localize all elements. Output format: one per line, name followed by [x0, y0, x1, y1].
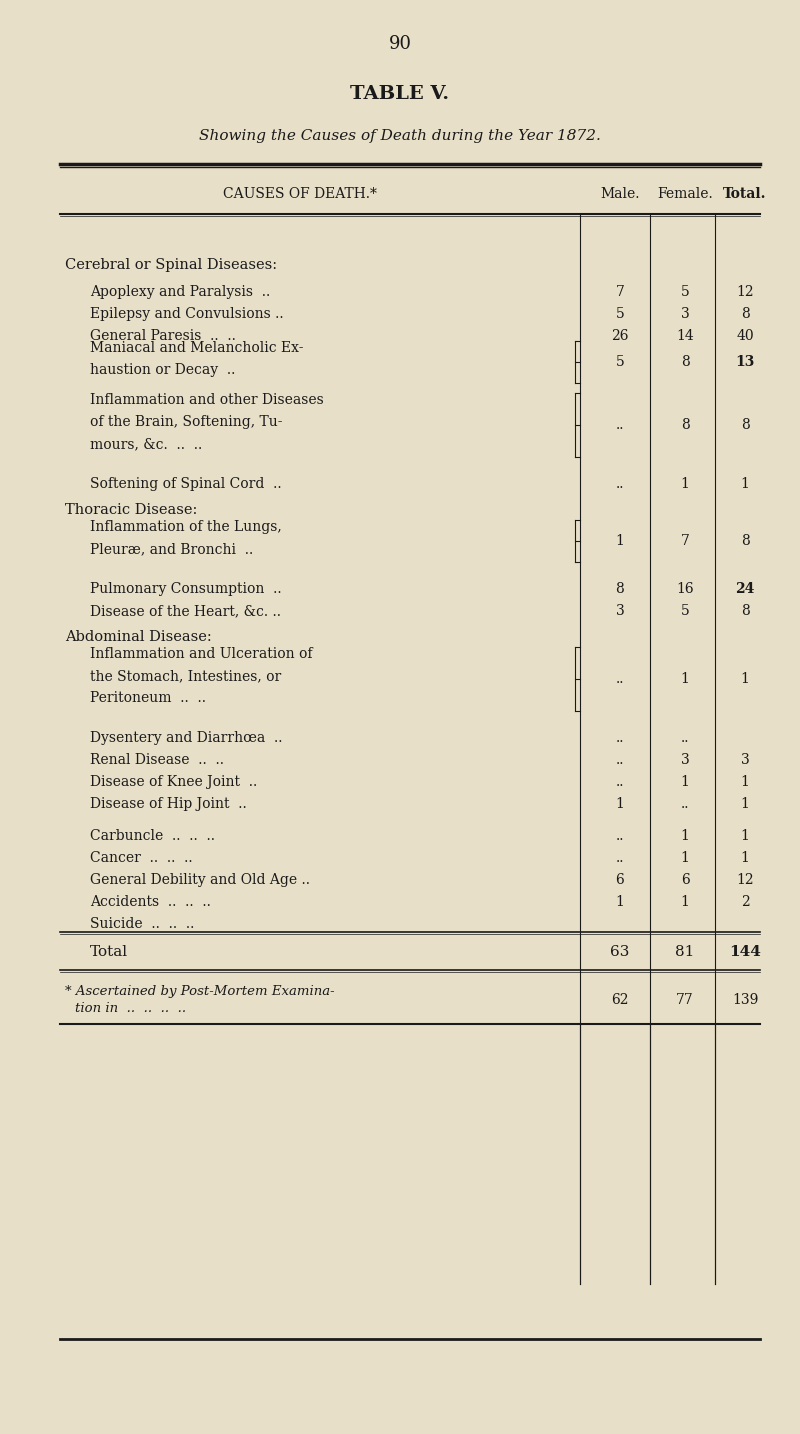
Text: 1: 1: [615, 797, 625, 812]
Text: Thoracic Disease:: Thoracic Disease:: [65, 503, 198, 518]
Text: Softening of Spinal Cord  ..: Softening of Spinal Cord ..: [90, 478, 282, 490]
Text: 8: 8: [616, 582, 624, 597]
Text: General Paresis  ..  ..: General Paresis .. ..: [90, 328, 236, 343]
Text: 1: 1: [681, 829, 690, 843]
Text: Pulmonary Consumption  ..: Pulmonary Consumption ..: [90, 582, 282, 597]
Text: 26: 26: [611, 328, 629, 343]
Text: 6: 6: [681, 873, 690, 888]
Text: Inflammation and Ulceration of: Inflammation and Ulceration of: [90, 647, 313, 661]
Text: Renal Disease  ..  ..: Renal Disease .. ..: [90, 753, 224, 767]
Text: 77: 77: [676, 994, 694, 1008]
Text: Peritoneum  ..  ..: Peritoneum .. ..: [90, 691, 206, 706]
Text: 1: 1: [741, 774, 750, 789]
Text: 7: 7: [681, 533, 690, 548]
Text: CAUSES OF DEATH.*: CAUSES OF DEATH.*: [223, 186, 377, 201]
Text: 81: 81: [675, 945, 694, 959]
Text: Epilepsy and Convulsions ..: Epilepsy and Convulsions ..: [90, 307, 284, 321]
Text: 3: 3: [681, 307, 690, 321]
Text: 6: 6: [616, 873, 624, 888]
Text: 5: 5: [681, 285, 690, 300]
Text: 1: 1: [615, 533, 625, 548]
Text: Accidents  ..  ..  ..: Accidents .. .. ..: [90, 895, 211, 909]
Text: 1: 1: [681, 850, 690, 865]
Text: 8: 8: [741, 604, 750, 618]
Text: ..: ..: [616, 850, 624, 865]
Text: 1: 1: [741, 673, 750, 685]
Text: Abdominal Disease:: Abdominal Disease:: [65, 630, 212, 644]
Text: 8: 8: [741, 417, 750, 432]
Text: 13: 13: [735, 356, 754, 369]
Text: 1: 1: [615, 895, 625, 909]
Text: ..: ..: [681, 797, 690, 812]
Text: 5: 5: [681, 604, 690, 618]
Text: Total: Total: [90, 945, 128, 959]
Text: ..: ..: [616, 417, 624, 432]
Text: Pleuræ, and Bronchi  ..: Pleuræ, and Bronchi ..: [90, 542, 254, 556]
Text: Disease of Hip Joint  ..: Disease of Hip Joint ..: [90, 797, 246, 812]
Text: 24: 24: [735, 582, 754, 597]
Text: TABLE V.: TABLE V.: [350, 85, 450, 103]
Text: 1: 1: [681, 774, 690, 789]
Text: 90: 90: [389, 34, 411, 53]
Text: 1: 1: [741, 478, 750, 490]
Text: Cerebral or Spinal Diseases:: Cerebral or Spinal Diseases:: [65, 258, 277, 272]
Text: 12: 12: [736, 285, 754, 300]
Text: Maniacal and Melancholic Ex-: Maniacal and Melancholic Ex-: [90, 341, 303, 356]
Text: Disease of Knee Joint  ..: Disease of Knee Joint ..: [90, 774, 258, 789]
Text: ..: ..: [616, 673, 624, 685]
Text: Apoplexy and Paralysis  ..: Apoplexy and Paralysis ..: [90, 285, 270, 300]
Text: Total.: Total.: [723, 186, 766, 201]
Text: 1: 1: [681, 673, 690, 685]
Text: 3: 3: [681, 753, 690, 767]
Text: 16: 16: [676, 582, 694, 597]
Text: 1: 1: [681, 895, 690, 909]
Text: Male.: Male.: [600, 186, 640, 201]
Text: Dysentery and Diarrhœa  ..: Dysentery and Diarrhœa ..: [90, 731, 282, 746]
Text: 63: 63: [610, 945, 630, 959]
Text: Cancer  ..  ..  ..: Cancer .. .. ..: [90, 850, 193, 865]
Text: Inflammation of the Lungs,: Inflammation of the Lungs,: [90, 521, 282, 533]
Text: 8: 8: [741, 307, 750, 321]
Text: 1: 1: [741, 850, 750, 865]
Text: mours, &c.  ..  ..: mours, &c. .. ..: [90, 437, 202, 452]
Text: ..: ..: [616, 753, 624, 767]
Text: General Debility and Old Age ..: General Debility and Old Age ..: [90, 873, 310, 888]
Text: Carbuncle  ..  ..  ..: Carbuncle .. .. ..: [90, 829, 215, 843]
Text: Showing the Causes of Death during the Year 1872.: Showing the Causes of Death during the Y…: [199, 129, 601, 143]
Text: 1: 1: [681, 478, 690, 490]
Text: the Stomach, Intestines, or: the Stomach, Intestines, or: [90, 670, 282, 683]
Text: 5: 5: [616, 307, 624, 321]
Text: 14: 14: [676, 328, 694, 343]
Text: 62: 62: [611, 994, 629, 1008]
Text: tion in  ..  ..  ..  ..: tion in .. .. .. ..: [75, 1002, 186, 1015]
Text: 1: 1: [741, 797, 750, 812]
Text: 8: 8: [681, 356, 690, 369]
Text: 3: 3: [616, 604, 624, 618]
Text: Female.: Female.: [657, 186, 713, 201]
Text: haustion or Decay  ..: haustion or Decay ..: [90, 363, 235, 377]
Text: ..: ..: [616, 731, 624, 746]
Text: 5: 5: [616, 356, 624, 369]
Text: Suicide  ..  ..  ..: Suicide .. .. ..: [90, 916, 194, 931]
Text: 139: 139: [732, 994, 758, 1008]
Text: ..: ..: [681, 731, 690, 746]
Text: 8: 8: [681, 417, 690, 432]
Text: * Ascertained by Post-Mortem Examina-: * Ascertained by Post-Mortem Examina-: [65, 985, 334, 998]
Text: 144: 144: [729, 945, 761, 959]
Text: 3: 3: [741, 753, 750, 767]
Text: 1: 1: [741, 829, 750, 843]
Text: 2: 2: [741, 895, 750, 909]
Text: ..: ..: [616, 774, 624, 789]
Text: 8: 8: [741, 533, 750, 548]
Text: Disease of the Heart, &c. ..: Disease of the Heart, &c. ..: [90, 604, 281, 618]
Text: 40: 40: [736, 328, 754, 343]
Text: Inflammation and other Diseases: Inflammation and other Diseases: [90, 393, 324, 407]
Text: ..: ..: [616, 478, 624, 490]
Text: ..: ..: [616, 829, 624, 843]
Text: 7: 7: [615, 285, 625, 300]
Text: of the Brain, Softening, Tu-: of the Brain, Softening, Tu-: [90, 414, 282, 429]
Text: 12: 12: [736, 873, 754, 888]
